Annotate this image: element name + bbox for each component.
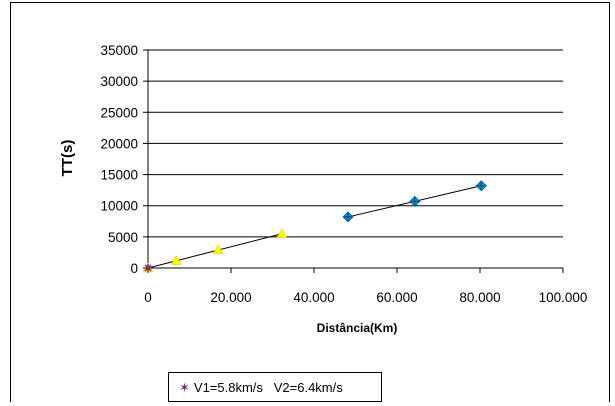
fit-lines [147,185,482,269]
y-tick-labels: 0 5000 10000 15000 20000 25000 30000 35000 [100,43,138,276]
y-axis-title: TT(s) [59,140,76,177]
legend: ✶ V1=5.8km/s V2=6.4km/s [168,372,382,402]
y-tick-label: 5000 [108,230,138,245]
triangle-point [170,255,182,265]
triangle-point [276,228,288,238]
y-tick-label: 10000 [100,199,138,214]
data-points [142,180,487,273]
x-tick-label: 60.000 [376,290,417,305]
legend-marker-icon: ✶ [179,379,190,395]
legend-label: V1=5.8km/s V2=6.4km/s [193,379,343,395]
axes [143,49,564,273]
x-tick-labels: 0 20.000 40.000 60.000 80.000 100.000 [144,290,587,305]
y-tick-label: 35000 [100,43,138,58]
x-tick-label: 100.000 [539,290,588,305]
x-tick-label: 20.000 [210,290,251,305]
chart-frame [10,2,610,402]
y-tick-label: 15000 [100,168,138,183]
y-tick-label: 0 [130,261,138,276]
triangle-point [212,244,224,255]
x-axis-title: Distância(Km) [317,321,398,335]
x-tick-label: 80.000 [459,290,500,305]
diamond-point [342,211,354,223]
star-point [144,264,152,272]
star-point-stroke [144,264,152,272]
grid-lines [148,49,563,238]
x-tick-label: 0 [144,290,152,305]
y-tick-label: 20000 [100,136,138,151]
y-tick-label: 25000 [100,105,138,120]
y-tick-label: 30000 [100,74,138,89]
diamond-point [475,180,487,192]
x-tick-label: 40.000 [293,290,334,305]
diamond-point [409,195,421,207]
